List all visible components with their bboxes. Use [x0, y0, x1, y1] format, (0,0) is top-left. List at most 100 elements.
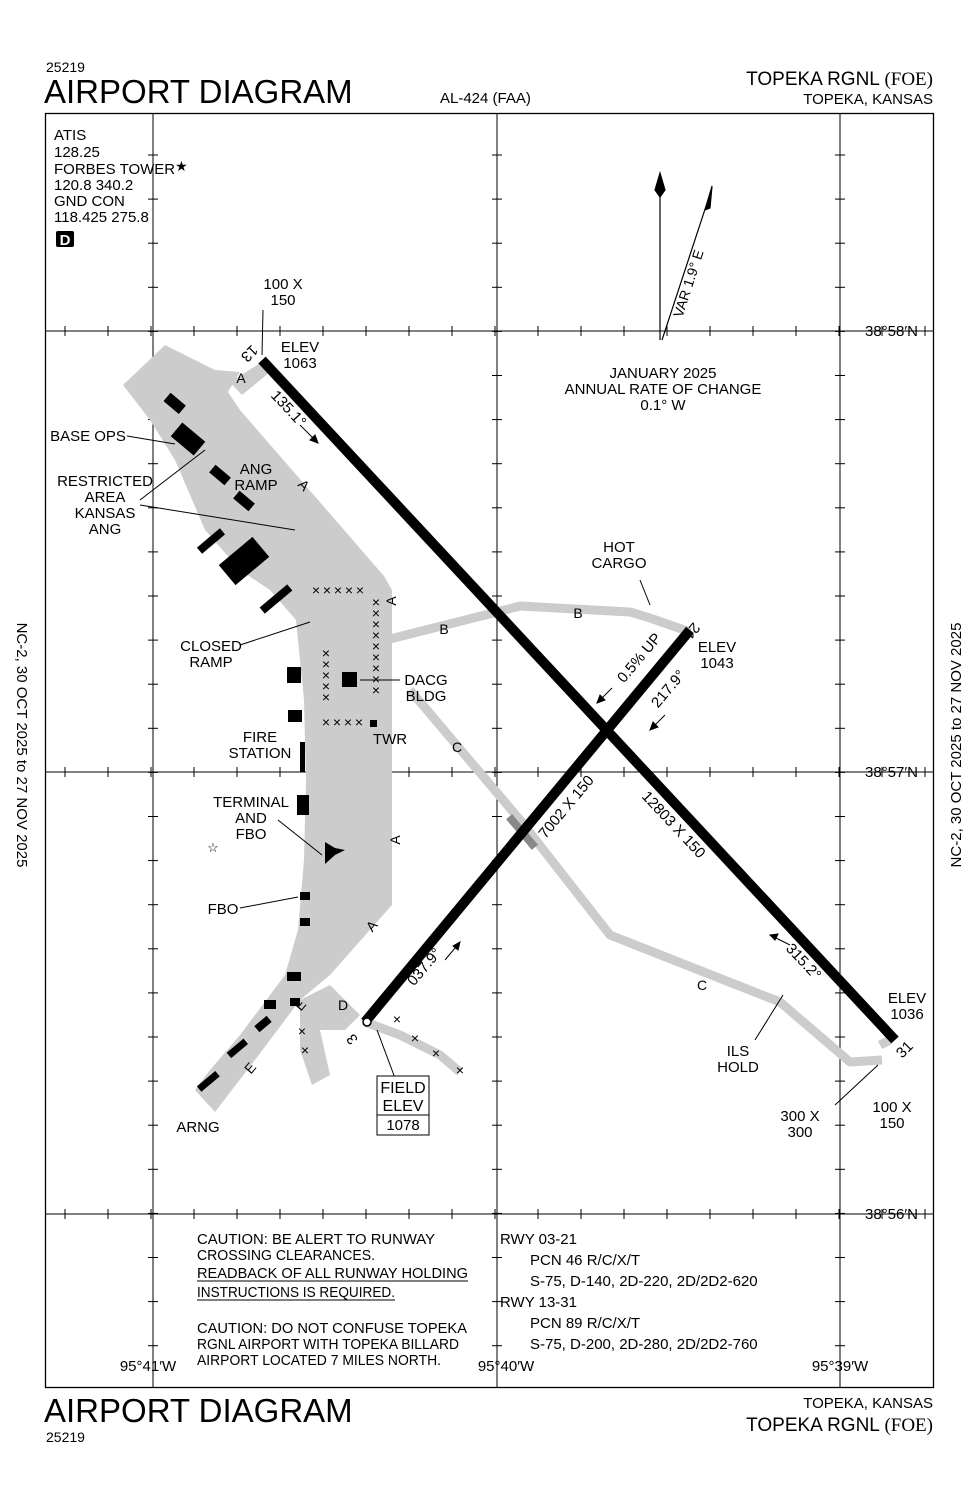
- leader-lines: [126, 309, 879, 1106]
- closed-x-mark: ×: [355, 714, 363, 730]
- closed-x-mark: ×: [372, 682, 380, 698]
- svg-text:FORBES TOWER★: FORBES TOWER★: [54, 158, 188, 178]
- beacon-star-icon: ☆: [207, 840, 219, 855]
- svg-text:3: 3: [343, 1030, 361, 1047]
- closed-x-mark: ×: [334, 582, 342, 598]
- svg-text:C: C: [452, 739, 462, 755]
- closed-x-mark: ×: [345, 582, 353, 598]
- closed-x-mark: ×: [456, 1062, 464, 1078]
- svg-text:B: B: [573, 605, 582, 621]
- svg-text:CAUTION: BE ALERT TO RUNWAY: CAUTION: BE ALERT TO RUNWAY: [197, 1231, 435, 1248]
- svg-text:BASE OPS: BASE OPS: [50, 428, 126, 445]
- closed-x-mark: ×: [372, 638, 380, 654]
- svg-text:ELEV: ELEV: [383, 1098, 424, 1115]
- chart-number: 25219: [46, 59, 85, 75]
- closed-x-mark: ×: [344, 714, 352, 730]
- svg-text:150: 150: [879, 1115, 904, 1132]
- svg-text:ELEV: ELEV: [698, 639, 736, 656]
- svg-text:128.25: 128.25: [54, 144, 100, 161]
- svg-text:AREA: AREA: [85, 489, 126, 506]
- svg-text:TWR: TWR: [373, 731, 407, 748]
- svg-text:FBO: FBO: [236, 826, 267, 843]
- svg-text:B: B: [439, 621, 448, 637]
- svg-text:HOLD: HOLD: [717, 1059, 759, 1076]
- closed-x-mark: ×: [372, 605, 380, 621]
- lat-label: 38°57′N: [865, 764, 918, 781]
- footer-airport-title: TOPEKA RGNL (FOE): [746, 1415, 933, 1436]
- svg-text:0.5% UP: 0.5% UP: [614, 630, 665, 686]
- svg-text:CAUTION: DO NOT CONFUSE TOPEKA: CAUTION: DO NOT CONFUSE TOPEKA: [197, 1320, 467, 1337]
- svg-text:13: 13: [237, 341, 261, 365]
- svg-text:S-75, D-200, 2D-280, 2D/2D2-76: S-75, D-200, 2D-280, 2D/2D2-760: [530, 1336, 758, 1353]
- north-arrow: [654, 170, 713, 341]
- svg-text:DACG: DACG: [404, 672, 447, 689]
- comms-block: ATIS 128.25 FORBES TOWER★ 120.8 340.2 GN…: [54, 127, 188, 249]
- left-margin-dates: NC-2, 30 OCT 2025 to 27 NOV 2025: [13, 623, 30, 868]
- svg-text:300: 300: [787, 1124, 812, 1141]
- svg-text:BLDG: BLDG: [406, 688, 447, 705]
- buildings: [163, 392, 377, 1092]
- svg-text:FIRE: FIRE: [243, 729, 277, 746]
- var-label: VAR 1.9° E: [670, 248, 707, 319]
- closed-x-mark: ×: [322, 689, 330, 705]
- facility-labels: BASE OPS RESTRICTED AREA KANSAS ANG ANG …: [50, 428, 759, 1136]
- closed-area-marks: × × × × ××××××××××× × × ××××××××××××: [298, 582, 464, 1078]
- svg-text:A: A: [236, 370, 246, 386]
- closed-x-mark: ×: [298, 1023, 306, 1039]
- svg-text:ARNG: ARNG: [176, 1119, 219, 1136]
- svg-text:HOT: HOT: [603, 539, 635, 556]
- magvar-rate: 0.1° W: [640, 397, 686, 414]
- svg-text:CROSSING CLEARANCES.: CROSSING CLEARANCES.: [197, 1247, 375, 1264]
- svg-text:RWY 03-21: RWY 03-21: [500, 1231, 577, 1248]
- svg-text:ELEV: ELEV: [888, 990, 926, 1007]
- svg-text:ANG: ANG: [89, 521, 122, 538]
- svg-text:FBO: FBO: [208, 901, 239, 918]
- svg-text:A: A: [387, 835, 403, 845]
- airport-title: TOPEKA RGNL (FOE): [746, 69, 933, 90]
- lon-label: 95°40′W: [478, 1358, 535, 1375]
- svg-text:FIELD: FIELD: [380, 1080, 425, 1097]
- svg-text:100 X: 100 X: [872, 1099, 911, 1116]
- closed-x-mark: ×: [322, 656, 330, 672]
- svg-text:AIRPORT LOCATED 7 MILES NORTH.: AIRPORT LOCATED 7 MILES NORTH.: [197, 1352, 441, 1369]
- closed-x-mark: ×: [372, 649, 380, 665]
- star-icon: ★: [175, 158, 188, 174]
- svg-text:S-75, D-140, 2D-220, 2D/2D2-62: S-75, D-140, 2D-220, 2D/2D2-620: [530, 1273, 758, 1290]
- taxiway-pavement: [123, 345, 392, 1112]
- svg-text:READBACK OF ALL RUNWAY HOLDING: READBACK OF ALL RUNWAY HOLDING: [197, 1265, 468, 1282]
- svg-text:TERMINAL: TERMINAL: [213, 794, 289, 811]
- closed-x-mark: ×: [411, 1030, 419, 1046]
- closed-x-mark: ×: [432, 1045, 440, 1061]
- svg-text:A: A: [383, 596, 399, 606]
- svg-text:PCN 89 R/C/X/T: PCN 89 R/C/X/T: [530, 1315, 640, 1332]
- d-atis-badge: [56, 231, 74, 247]
- svg-text:ANG: ANG: [240, 461, 273, 478]
- closed-x-mark: ×: [372, 660, 380, 676]
- page-title: AIRPORT DIAGRAM: [44, 73, 353, 110]
- city-state: TOPEKA, KANSAS: [803, 91, 933, 108]
- lat-long-grid: [45, 113, 933, 1387]
- closed-x-mark: ×: [322, 714, 330, 730]
- closed-x-mark: ×: [312, 582, 320, 598]
- closed-x-mark: ×: [333, 714, 341, 730]
- svg-text:118.425 275.8: 118.425 275.8: [54, 209, 149, 226]
- svg-text:STATION: STATION: [229, 745, 292, 762]
- footer-airport-id: (FOE): [884, 1415, 933, 1436]
- svg-text:300 X: 300 X: [780, 1108, 819, 1125]
- svg-text:1036: 1036: [890, 1006, 923, 1023]
- closed-x-mark: ×: [322, 678, 330, 694]
- svg-text:CARGO: CARGO: [591, 555, 646, 572]
- magvar-date: JANUARY 2025: [609, 365, 716, 382]
- notes: CAUTION: BE ALERT TO RUNWAY CROSSING CLE…: [197, 1231, 758, 1369]
- closed-x-mark: ×: [301, 1042, 309, 1058]
- airport-id: (FOE): [884, 69, 933, 90]
- closed-x-mark: ×: [356, 582, 364, 598]
- svg-text:ILS: ILS: [727, 1043, 750, 1060]
- airport-name: TOPEKA RGNL: [746, 69, 879, 90]
- footer-airport-name: TOPEKA RGNL: [746, 1415, 879, 1436]
- footer-city-state: TOPEKA, KANSAS: [803, 1395, 933, 1412]
- runway-13-31: [258, 356, 899, 1044]
- svg-text:AND: AND: [235, 810, 267, 827]
- svg-text:100 X: 100 X: [263, 276, 302, 293]
